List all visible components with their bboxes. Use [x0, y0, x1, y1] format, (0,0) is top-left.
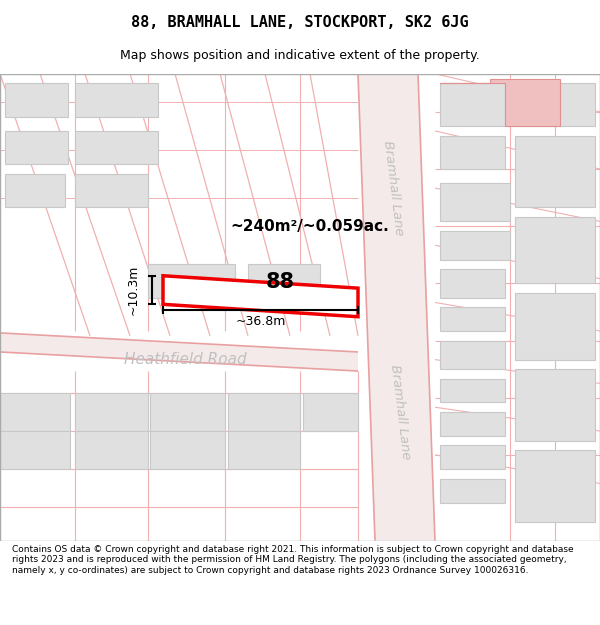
Polygon shape	[75, 83, 158, 117]
Polygon shape	[5, 131, 68, 164]
Polygon shape	[440, 341, 505, 369]
Polygon shape	[150, 431, 225, 469]
Polygon shape	[440, 83, 505, 126]
Polygon shape	[440, 446, 505, 469]
Polygon shape	[148, 264, 235, 298]
Polygon shape	[163, 276, 358, 317]
Polygon shape	[0, 431, 70, 469]
Text: Bramhall Lane: Bramhall Lane	[381, 140, 405, 236]
Polygon shape	[440, 479, 505, 502]
Polygon shape	[515, 136, 595, 207]
Text: 88, BRAMHALL LANE, STOCKPORT, SK2 6JG: 88, BRAMHALL LANE, STOCKPORT, SK2 6JG	[131, 14, 469, 29]
Polygon shape	[515, 83, 595, 126]
Polygon shape	[515, 450, 595, 522]
Polygon shape	[440, 136, 505, 169]
Text: Contains OS data © Crown copyright and database right 2021. This information is : Contains OS data © Crown copyright and d…	[12, 545, 574, 574]
Polygon shape	[75, 174, 148, 207]
Polygon shape	[440, 412, 505, 436]
Polygon shape	[75, 431, 148, 469]
Text: Map shows position and indicative extent of the property.: Map shows position and indicative extent…	[120, 49, 480, 62]
Polygon shape	[440, 231, 510, 259]
Text: ~36.8m: ~36.8m	[235, 315, 286, 328]
Text: ~240m²/~0.059ac.: ~240m²/~0.059ac.	[230, 219, 389, 234]
Polygon shape	[440, 183, 510, 221]
Polygon shape	[150, 393, 225, 431]
Text: Bramhall Lane: Bramhall Lane	[388, 364, 412, 460]
Text: ~10.3m: ~10.3m	[127, 265, 140, 315]
Polygon shape	[358, 74, 435, 541]
Polygon shape	[5, 174, 65, 207]
Polygon shape	[228, 393, 300, 431]
Polygon shape	[303, 393, 358, 431]
Polygon shape	[75, 393, 148, 431]
Text: 88: 88	[266, 272, 295, 292]
Polygon shape	[440, 269, 505, 298]
Polygon shape	[440, 79, 560, 126]
Polygon shape	[0, 333, 358, 371]
Polygon shape	[228, 431, 300, 469]
Text: Heathfield Road: Heathfield Road	[124, 352, 247, 367]
Polygon shape	[440, 307, 505, 331]
Polygon shape	[515, 369, 595, 441]
Polygon shape	[440, 379, 505, 402]
Polygon shape	[515, 293, 595, 359]
Polygon shape	[248, 264, 320, 298]
Polygon shape	[5, 83, 68, 117]
Polygon shape	[0, 393, 70, 431]
Polygon shape	[75, 131, 158, 164]
Polygon shape	[515, 217, 595, 283]
